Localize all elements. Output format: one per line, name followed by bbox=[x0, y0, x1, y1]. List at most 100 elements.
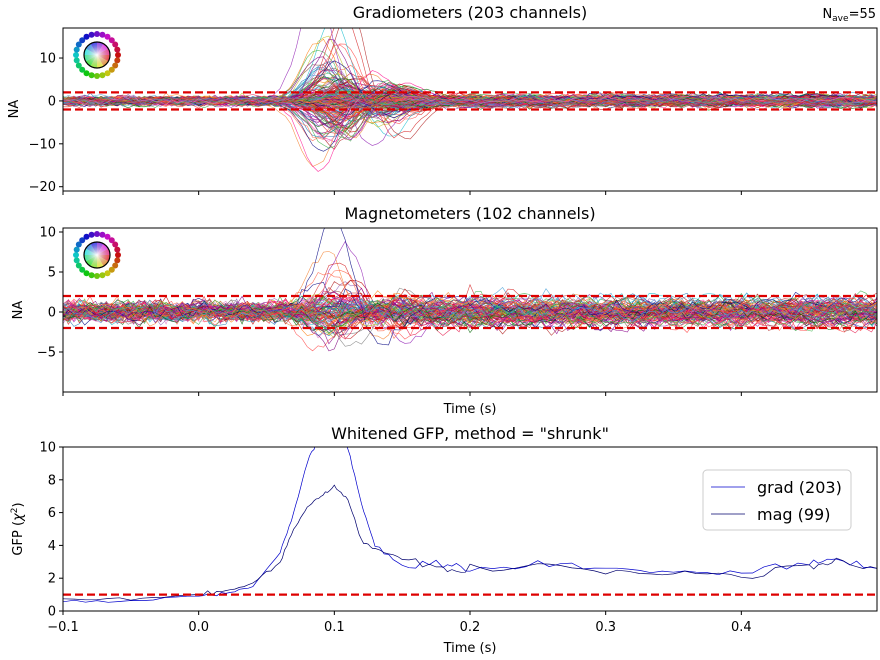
ytick-label: 10 bbox=[39, 52, 56, 67]
ytick-label: −5 bbox=[37, 346, 56, 361]
gfp-xlabel: Time (s) bbox=[443, 641, 497, 656]
magnetometer-title: Magnetometers (102 channels) bbox=[344, 204, 595, 223]
channel-trace bbox=[63, 49, 877, 125]
gfp-title: Whitened GFP, method = "shrunk" bbox=[331, 424, 609, 443]
gradiometer-ylabel: NA bbox=[7, 100, 22, 119]
color-wheel-dot bbox=[73, 46, 80, 53]
gradiometer-title: Gradiometers (203 channels) bbox=[353, 3, 587, 22]
color-wheel-dot bbox=[99, 31, 106, 38]
color-wheel-dot bbox=[114, 57, 121, 64]
color-wheel-dot bbox=[73, 52, 79, 58]
xtick-label: 0.1 bbox=[324, 620, 345, 635]
color-wheel-dot bbox=[115, 252, 121, 258]
channel-trace bbox=[63, 70, 877, 172]
ytick-label: 4 bbox=[48, 539, 56, 554]
color-wheel-dot bbox=[94, 31, 100, 37]
legend: grad (203) mag (99) bbox=[702, 469, 852, 531]
legend-mag-label: mag (99) bbox=[757, 505, 830, 524]
color-wheel-rim bbox=[83, 41, 111, 69]
gfp-ylabel: GFP (χ2) bbox=[10, 502, 26, 555]
channel-trace bbox=[63, 89, 877, 116]
ytick-label: 2 bbox=[48, 572, 56, 587]
channel-trace bbox=[63, 296, 877, 340]
color-wheel-rim bbox=[83, 241, 111, 269]
color-wheel-dot bbox=[115, 52, 121, 58]
channel-trace bbox=[63, 28, 877, 140]
color-wheel-center bbox=[84, 42, 110, 68]
ytick-label: 0 bbox=[48, 605, 56, 620]
ytick-label: 6 bbox=[48, 506, 56, 521]
color-wheel-dot bbox=[73, 257, 80, 264]
gradiometer-panel: Gradiometers (203 channels) Nave=55 −20 −… bbox=[7, 3, 878, 195]
color-wheel-dot bbox=[114, 46, 121, 53]
color-wheel-dot bbox=[112, 262, 119, 269]
color-wheel-dot bbox=[83, 233, 90, 240]
color-wheel-dot bbox=[99, 231, 106, 238]
channel-trace bbox=[63, 73, 877, 167]
ytick-label: 5 bbox=[48, 266, 56, 281]
color-wheel-dot bbox=[112, 241, 119, 248]
channel-trace bbox=[63, 93, 877, 108]
ytick-label: 0 bbox=[48, 306, 56, 321]
color-wheel-dot bbox=[99, 272, 106, 279]
color-wheel-dot bbox=[108, 237, 115, 244]
color-wheel-dot bbox=[88, 72, 95, 79]
color-wheel-dot bbox=[79, 237, 86, 244]
color-wheel-dot bbox=[75, 41, 82, 48]
channel-trace bbox=[63, 79, 877, 149]
xtick-label: 0.2 bbox=[460, 620, 481, 635]
color-wheel-dot bbox=[112, 41, 119, 48]
xtick-label: 0.0 bbox=[188, 620, 209, 635]
color-wheel-dot bbox=[99, 72, 106, 79]
channel-trace bbox=[63, 35, 877, 128]
magnetometer-xlabel: Time (s) bbox=[443, 402, 497, 417]
ytick-label: 10 bbox=[39, 441, 56, 456]
color-wheel-dot bbox=[104, 233, 111, 240]
color-wheel-dot bbox=[83, 70, 90, 77]
color-wheel-dot bbox=[88, 31, 95, 38]
color-wheel-dot bbox=[75, 262, 82, 269]
channel-trace bbox=[63, 298, 877, 324]
channel-trace bbox=[63, 292, 877, 324]
color-wheel-dot bbox=[88, 272, 95, 279]
xtick-label: −0.1 bbox=[47, 620, 79, 635]
color-wheel-dot bbox=[75, 241, 82, 248]
gfp-series-line bbox=[63, 447, 877, 603]
channel-trace bbox=[63, 294, 877, 332]
gfp-panel: Whitened GFP, method = "shrunk" 0246810 … bbox=[10, 424, 878, 656]
ytick-label: 0 bbox=[48, 94, 56, 109]
legend-box bbox=[702, 469, 852, 531]
color-wheel-center bbox=[84, 242, 110, 268]
color-wheel-dot bbox=[114, 257, 121, 264]
channel-trace bbox=[63, 28, 877, 137]
channel-trace bbox=[63, 90, 877, 109]
color-wheel-icon bbox=[73, 231, 121, 279]
color-wheel-dot bbox=[104, 270, 111, 277]
ytick-label: 8 bbox=[48, 473, 56, 488]
color-wheel-dot bbox=[79, 37, 86, 44]
channel-trace bbox=[63, 72, 877, 115]
xtick-label: 0.3 bbox=[595, 620, 616, 635]
channel-trace bbox=[63, 87, 877, 136]
color-wheel-dot bbox=[94, 273, 100, 279]
color-wheel-dot bbox=[75, 62, 82, 69]
color-wheel-dot bbox=[114, 246, 121, 253]
channel-trace bbox=[63, 299, 877, 329]
color-wheel-dot bbox=[108, 66, 115, 73]
color-wheel-dot bbox=[83, 33, 90, 40]
nave-label: Nave=55 bbox=[822, 7, 876, 24]
channel-trace bbox=[63, 56, 877, 118]
ytick-label: −20 bbox=[29, 180, 56, 195]
color-wheel-dot bbox=[108, 266, 115, 273]
gfp-series-line bbox=[63, 484, 877, 601]
color-wheel-dot bbox=[104, 70, 111, 77]
color-wheel-dot bbox=[73, 57, 80, 64]
color-wheel-dot bbox=[79, 266, 86, 273]
ytick-label: 10 bbox=[39, 226, 56, 241]
legend-grad-label: grad (203) bbox=[757, 478, 842, 497]
color-wheel-dot bbox=[108, 37, 115, 44]
ytick-label: −10 bbox=[29, 137, 56, 152]
color-wheel-icon bbox=[73, 31, 121, 79]
channel-trace bbox=[63, 297, 877, 325]
channel-trace bbox=[63, 28, 877, 139]
